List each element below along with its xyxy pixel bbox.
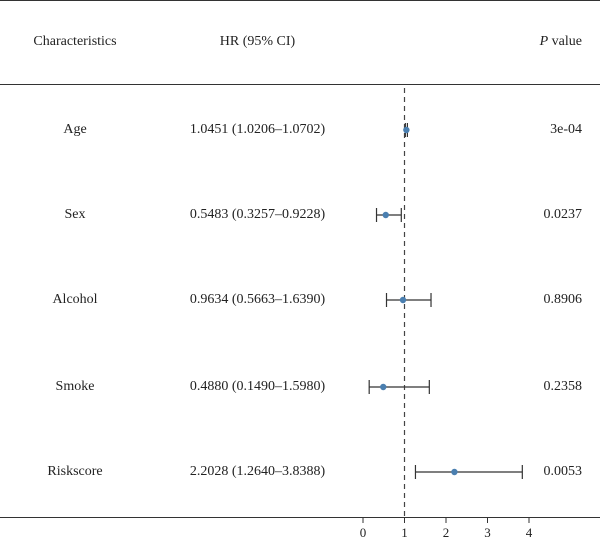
point-age	[403, 126, 410, 134]
header-p-italic: P	[539, 34, 549, 49]
row-p-age: 3e-04	[550, 122, 582, 137]
x-tick-label-3: 3	[484, 525, 491, 540]
header-rule	[0, 84, 600, 85]
point-alcohol	[399, 296, 407, 304]
row-hr-sex: 0.5483 (0.3257–0.9228)	[189, 207, 326, 222]
row-name-riskscore: Riskscore	[47, 464, 103, 479]
row-name-sex: Sex	[64, 207, 86, 222]
point-smoke	[380, 383, 387, 391]
header-characteristics: Characteristics	[33, 34, 117, 49]
row-p-riskscore: 0.0053	[543, 464, 583, 479]
header-p-rest: value	[548, 34, 582, 49]
row-hr-age: 1.0451 (1.0206–1.0702)	[189, 122, 326, 137]
row-p-sex: 0.0237	[543, 207, 583, 222]
x-tick-label-1: 1	[401, 525, 408, 540]
header-p-value: P value	[540, 34, 582, 50]
point-riskscore	[451, 468, 458, 476]
x-tick-label-0: 0	[360, 525, 367, 540]
row-hr-alcohol: 0.9634 (0.5663–1.6390)	[189, 292, 326, 307]
x-tick-label-2: 2	[443, 525, 450, 540]
header-hr: HR (95% CI)	[219, 34, 296, 49]
row-p-smoke: 0.2358	[543, 379, 583, 394]
row-name-age: Age	[63, 122, 87, 137]
row-name-alcohol: Alcohol	[52, 292, 98, 307]
point-sex	[382, 211, 389, 219]
row-hr-riskscore: 2.2028 (1.2640–3.8388)	[189, 464, 326, 479]
x-tick-label-4: 4	[526, 525, 533, 540]
row-hr-smoke: 0.4880 (0.1490–1.5980)	[189, 379, 326, 394]
bottom-rule	[0, 517, 600, 518]
row-name-smoke: Smoke	[55, 379, 95, 394]
row-p-alcohol: 0.8906	[543, 292, 583, 307]
top-rule	[0, 0, 600, 1]
